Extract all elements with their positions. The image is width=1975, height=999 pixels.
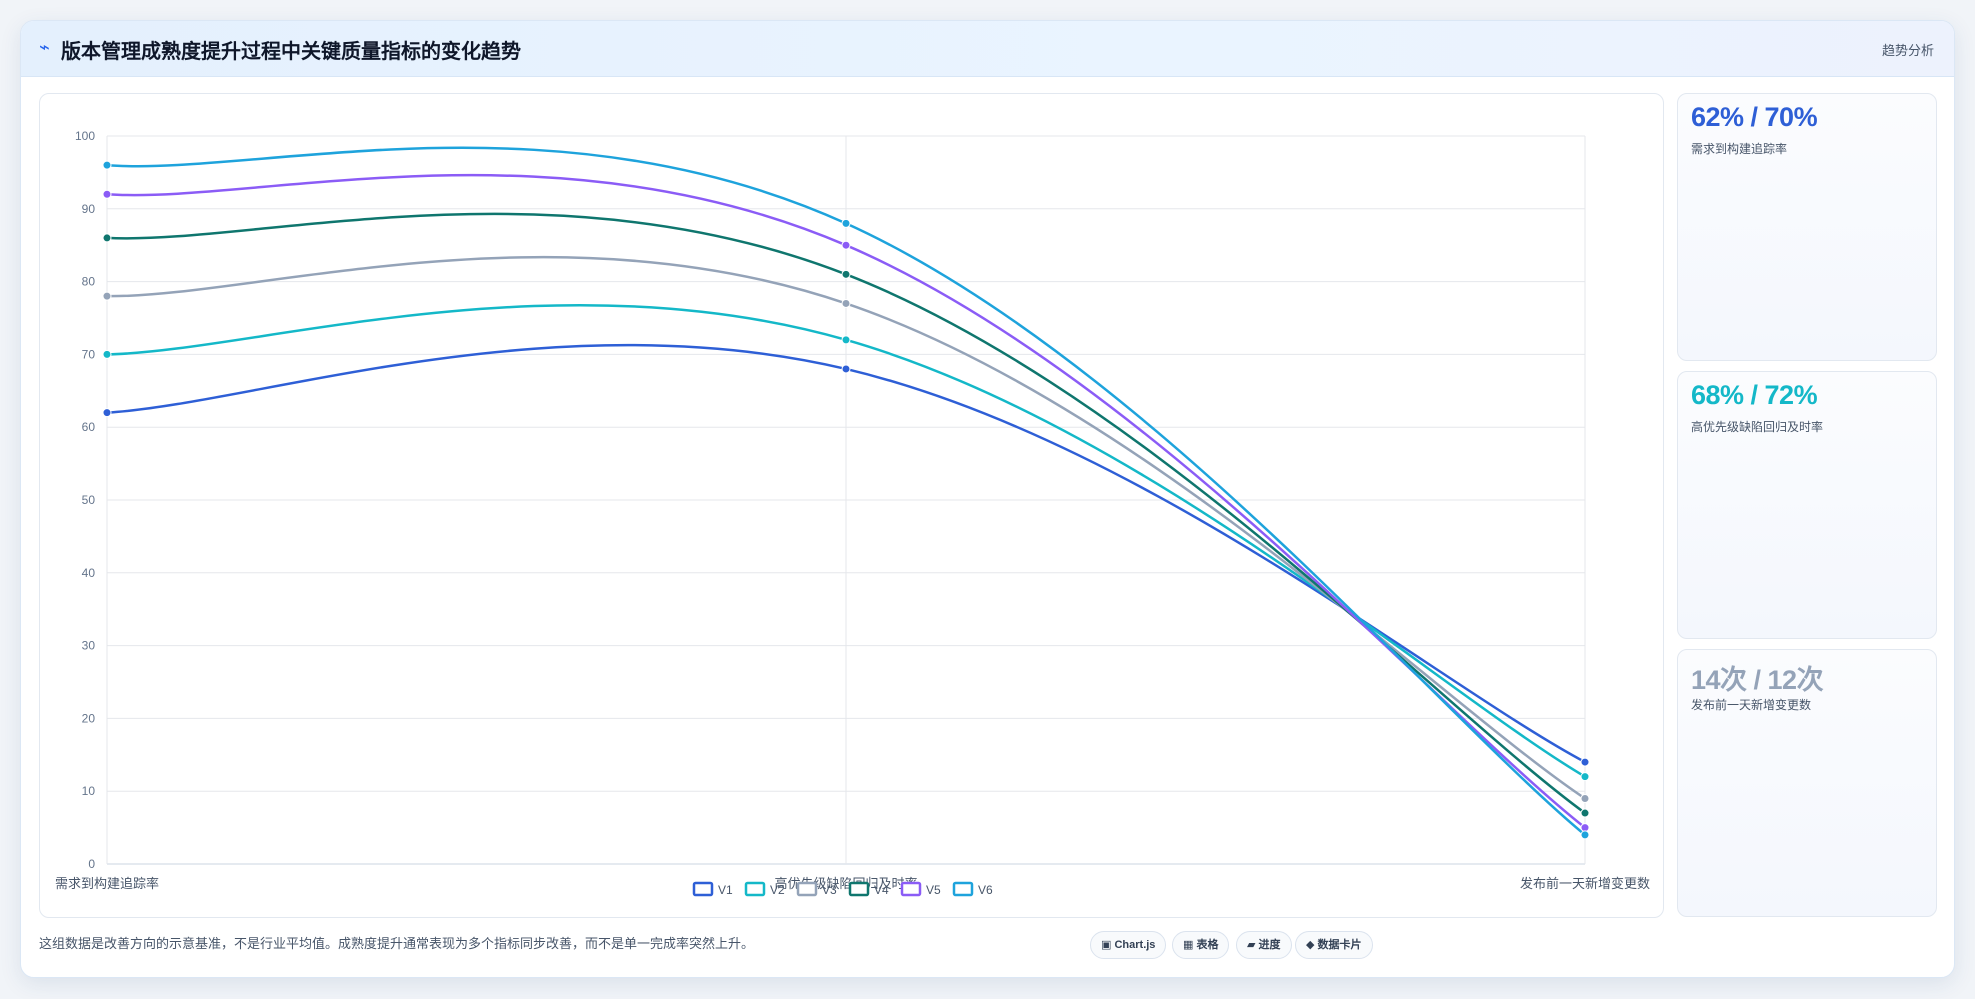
legend-label-v5: V5	[926, 883, 941, 897]
x-tick-label: 需求到构建追踪率	[55, 876, 159, 891]
data-point-v5	[102, 189, 112, 199]
data-point-v6	[841, 218, 851, 228]
chip-label: 数据卡片	[1317, 939, 1362, 951]
y-tick-label: 20	[82, 711, 96, 725]
data-point-v4	[841, 269, 851, 279]
chip-chartjs[interactable]: ▣ Chart.js	[1090, 931, 1167, 959]
legend-label-v2: V2	[770, 883, 785, 897]
data-point-v2	[102, 349, 112, 359]
y-tick-label: 40	[82, 566, 96, 580]
legend-swatch-v2	[744, 881, 766, 897]
y-tick-label: 90	[82, 202, 96, 216]
y-tick-label: 0	[88, 857, 95, 871]
y-tick-label: 60	[82, 420, 96, 434]
y-tick-label: 70	[82, 347, 96, 361]
diamond-icon: ◆	[1306, 939, 1315, 951]
chip-label: 进度	[1258, 939, 1281, 951]
chip-label: 表格	[1196, 939, 1219, 951]
legend-swatch-v3	[796, 881, 818, 897]
stat-label: 需求到构建追踪率	[1691, 142, 1788, 156]
stat-value: 62% / 70%	[1691, 102, 1818, 132]
stat-label: 发布前一天新增变更数	[1691, 698, 1812, 712]
chart-card: ⌁ 版本管理成熟度提升过程中关键质量指标的变化趋势 趋势分析 0 10 20 30 40…	[20, 20, 1955, 978]
data-point-v1	[102, 408, 112, 418]
chip-table[interactable]: ▦ 表格	[1172, 931, 1230, 959]
stat-card-traceability: 62% / 70% 需求到构建追踪率	[1677, 93, 1937, 361]
data-point-v5	[841, 240, 851, 250]
y-tick-label: 100	[75, 129, 95, 143]
x-tick-label: 发布前一天新增变更数	[1520, 876, 1650, 891]
stat-value: 14次 / 12次	[1691, 665, 1824, 695]
table-icon: ▦	[1183, 939, 1194, 951]
data-point-v1	[841, 364, 851, 374]
stat-card-regression: 68% / 72% 高优先级缺陷回归及时率	[1677, 371, 1937, 639]
chip-label: Chart.js	[1114, 939, 1156, 951]
legend-swatch-v1	[692, 881, 714, 897]
stat-label: 高优先级缺陷回归及时率	[1691, 420, 1824, 434]
data-point-v3	[1580, 793, 1590, 803]
y-tick-label: 10	[82, 784, 96, 798]
bolt-icon: ⌁	[39, 37, 50, 57]
legend-label-v1: V1	[718, 883, 733, 897]
page-title: 版本管理成熟度提升过程中关键质量指标的变化趋势	[61, 41, 521, 63]
legend-label-v6: V6	[978, 883, 993, 897]
chip-progress[interactable]: ▰ 进度	[1236, 931, 1292, 959]
legend-swatch-v4	[848, 881, 870, 897]
data-point-v6	[102, 160, 112, 170]
data-point-v2	[1580, 772, 1590, 782]
chart-panel: 0 10 20 30 40 50 60 70 80 90 100 需求到构建追踪率 高优先级缺陷回归及…	[39, 93, 1664, 918]
x-tick-label: 高优先级缺陷回归及时率	[774, 876, 917, 891]
y-tick-label: 50	[82, 493, 96, 507]
line-chart: 0 10 20 30 40 50 60 70 80 90 100 需求到构建追踪率 高优先级缺陷回归及…	[55, 129, 1650, 897]
data-point-v4	[1580, 808, 1590, 818]
legend-label-v4: V4	[874, 883, 889, 897]
data-point-v6	[1580, 830, 1590, 840]
legend-swatch-v5	[900, 881, 922, 897]
legend-swatch-v6	[952, 881, 974, 897]
progress-icon: ▰	[1247, 939, 1256, 951]
legend-label-v3: V3	[822, 883, 837, 897]
series-line-v6	[106, 146, 1586, 836]
data-point-v4	[102, 233, 112, 243]
y-tick-label: 80	[82, 275, 96, 289]
data-point-v3	[841, 298, 851, 308]
data-point-v2	[841, 335, 851, 345]
chip-data-card[interactable]: ◆ 数据卡片	[1295, 931, 1373, 959]
card-header: ⌁ 版本管理成熟度提升过程中关键质量指标的变化趋势 趋势分析	[21, 21, 1954, 77]
data-point-v1	[1580, 757, 1590, 767]
series-line-v4	[106, 212, 1586, 815]
series-line-v3	[106, 255, 1586, 800]
footnote: 这组数据是改善方向的示意基准，不是行业平均值。成熟度提升通常表现为多个指标同步改…	[39, 936, 755, 951]
y-tick-label: 30	[82, 639, 96, 653]
chart-icon: ▣	[1101, 939, 1112, 951]
trend-analysis-tag: 趋势分析	[1881, 43, 1934, 58]
data-point-v3	[102, 291, 112, 301]
stat-value: 68% / 72%	[1691, 380, 1818, 410]
stat-card-changes: 14次 / 12次 发布前一天新增变更数	[1677, 649, 1937, 917]
